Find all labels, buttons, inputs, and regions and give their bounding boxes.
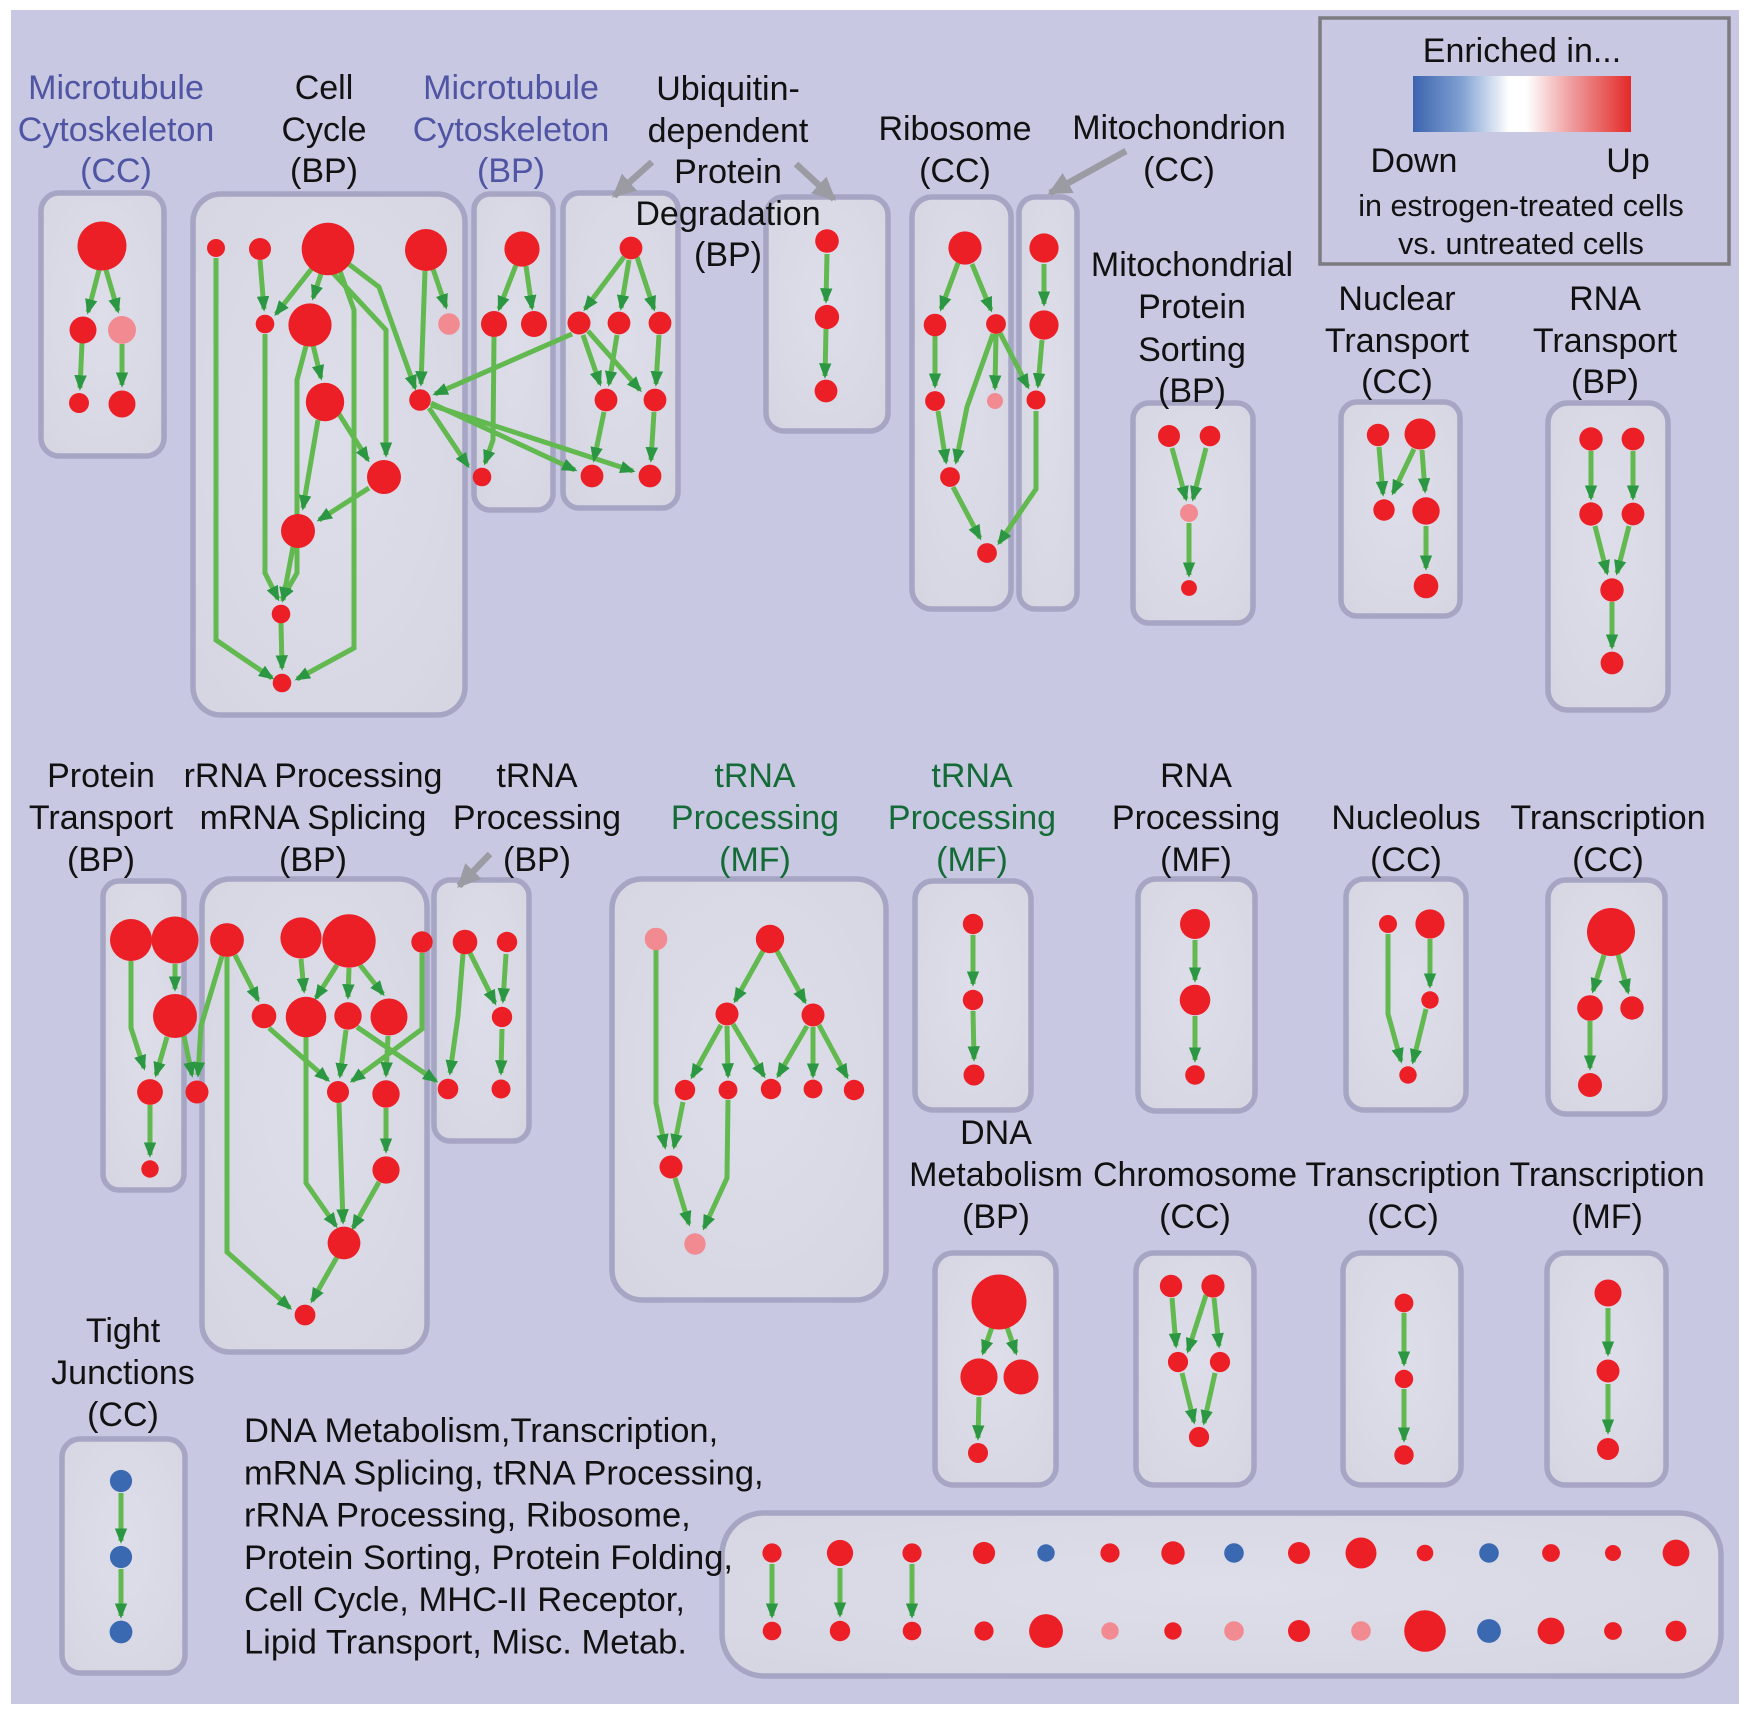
svg-text:(BP): (BP) xyxy=(962,1198,1030,1236)
svg-text:Enriched in...: Enriched in... xyxy=(1423,32,1621,70)
svg-text:Transcription: Transcription xyxy=(1510,799,1705,837)
svg-text:(MF): (MF) xyxy=(1571,1198,1643,1236)
svg-text:Chromosome: Chromosome xyxy=(1093,1156,1297,1194)
svg-text:Mitochondrion: Mitochondrion xyxy=(1072,109,1286,147)
svg-text:(BP): (BP) xyxy=(290,152,358,190)
svg-text:Cytoskeleton: Cytoskeleton xyxy=(413,111,610,149)
svg-text:Processing: Processing xyxy=(888,799,1056,837)
svg-text:Cytoskeleton: Cytoskeleton xyxy=(18,111,215,149)
svg-text:Nucleolus: Nucleolus xyxy=(1331,799,1480,837)
svg-text:Transport: Transport xyxy=(1533,322,1678,360)
svg-text:Cell: Cell xyxy=(295,69,354,107)
svg-text:(CC): (CC) xyxy=(1143,151,1215,189)
svg-text:(CC): (CC) xyxy=(1361,363,1433,401)
svg-text:(CC): (CC) xyxy=(80,152,152,190)
svg-text:RNA: RNA xyxy=(1160,757,1232,795)
svg-text:dependent: dependent xyxy=(648,112,809,150)
svg-text:Transcription: Transcription xyxy=(1509,1156,1704,1194)
svg-text:Ubiquitin-: Ubiquitin- xyxy=(656,70,800,108)
svg-text:mRNA Splicing, tRNA Processing: mRNA Splicing, tRNA Processing, xyxy=(244,1454,764,1492)
svg-text:Protein: Protein xyxy=(1138,288,1246,326)
svg-text:Transcription: Transcription xyxy=(1305,1156,1500,1194)
svg-text:Processing: Processing xyxy=(1112,799,1280,837)
svg-text:DNA Metabolism,Transcription,: DNA Metabolism,Transcription, xyxy=(244,1412,718,1450)
svg-text:tRNA: tRNA xyxy=(714,757,796,795)
svg-text:Lipid Transport, Misc. Metab.: Lipid Transport, Misc. Metab. xyxy=(244,1624,687,1662)
svg-text:Metabolism: Metabolism xyxy=(909,1156,1083,1194)
svg-text:(BP): (BP) xyxy=(1571,363,1639,401)
svg-text:vs. untreated cells: vs. untreated cells xyxy=(1398,227,1644,261)
svg-text:(BP): (BP) xyxy=(503,841,571,879)
svg-text:(CC): (CC) xyxy=(1370,841,1442,879)
svg-text:(MF): (MF) xyxy=(719,841,791,879)
svg-text:(MF): (MF) xyxy=(1160,841,1232,879)
svg-text:Protein: Protein xyxy=(674,153,782,191)
svg-text:Down: Down xyxy=(1371,142,1458,180)
svg-text:Microtubule: Microtubule xyxy=(28,69,204,107)
svg-text:Nuclear: Nuclear xyxy=(1338,280,1455,318)
svg-text:(CC): (CC) xyxy=(919,152,991,190)
svg-text:mRNA Splicing: mRNA Splicing xyxy=(200,799,427,837)
svg-text:Protein: Protein xyxy=(47,757,155,795)
svg-text:rRNA Processing, Ribosome,: rRNA Processing, Ribosome, xyxy=(244,1497,691,1535)
svg-text:(BP): (BP) xyxy=(694,236,762,274)
svg-text:Junctions: Junctions xyxy=(51,1354,195,1392)
svg-text:Cycle: Cycle xyxy=(281,111,366,149)
svg-text:Transport: Transport xyxy=(1325,322,1470,360)
svg-text:(BP): (BP) xyxy=(67,841,135,879)
svg-text:(BP): (BP) xyxy=(279,841,347,879)
svg-text:(CC): (CC) xyxy=(87,1396,159,1434)
svg-text:(CC): (CC) xyxy=(1159,1198,1231,1236)
svg-text:Tight: Tight xyxy=(86,1312,161,1350)
svg-text:Cell Cycle, MHC-II Receptor,: Cell Cycle, MHC-II Receptor, xyxy=(244,1581,685,1619)
svg-text:Microtubule: Microtubule xyxy=(423,69,599,107)
svg-text:DNA: DNA xyxy=(960,1114,1032,1152)
svg-text:RNA: RNA xyxy=(1569,280,1641,318)
svg-text:Mitochondrial: Mitochondrial xyxy=(1091,246,1293,284)
svg-text:Ribosome: Ribosome xyxy=(878,110,1031,148)
svg-text:rRNA Processing: rRNA Processing xyxy=(184,757,443,795)
svg-text:Processing: Processing xyxy=(671,799,839,837)
svg-text:Sorting: Sorting xyxy=(1138,331,1246,369)
svg-text:Transport: Transport xyxy=(29,799,174,837)
svg-text:(CC): (CC) xyxy=(1572,841,1644,879)
svg-text:Protein Sorting, Protein Foldi: Protein Sorting, Protein Folding, xyxy=(244,1539,733,1577)
svg-text:in estrogen-treated cells: in estrogen-treated cells xyxy=(1358,189,1684,223)
svg-text:(MF): (MF) xyxy=(936,841,1008,879)
svg-text:Up: Up xyxy=(1606,142,1649,180)
svg-text:Degradation: Degradation xyxy=(635,195,820,233)
svg-text:(BP): (BP) xyxy=(1158,372,1226,410)
svg-text:Processing: Processing xyxy=(453,799,621,837)
svg-text:tRNA: tRNA xyxy=(931,757,1013,795)
svg-text:(CC): (CC) xyxy=(1367,1198,1439,1236)
svg-text:tRNA: tRNA xyxy=(496,757,578,795)
svg-text:(BP): (BP) xyxy=(477,152,545,190)
